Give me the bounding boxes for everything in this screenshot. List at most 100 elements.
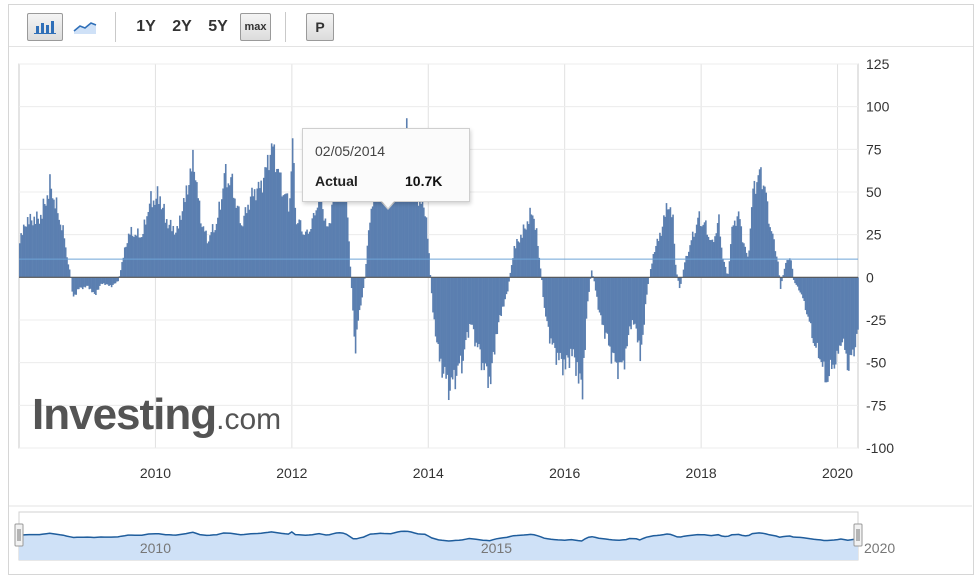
bar — [302, 234, 304, 278]
bar — [248, 209, 251, 278]
bar — [596, 277, 598, 297]
bar — [177, 228, 180, 278]
bar — [411, 163, 413, 278]
bar — [377, 197, 379, 278]
bar — [542, 277, 544, 298]
bar — [518, 242, 521, 278]
bar — [541, 277, 543, 281]
bar — [92, 277, 95, 292]
bar — [500, 277, 503, 317]
bar — [297, 223, 299, 278]
tooltip-value: 10.7K — [405, 173, 443, 189]
bar — [615, 277, 618, 363]
bar — [594, 277, 597, 291]
bar — [75, 277, 78, 295]
bar — [644, 277, 647, 305]
bar — [298, 219, 301, 278]
bar — [159, 196, 161, 278]
bar — [241, 226, 244, 278]
bar — [580, 277, 583, 380]
bar — [693, 236, 695, 278]
bar — [791, 268, 794, 278]
bar — [437, 277, 440, 345]
bar — [243, 215, 245, 278]
bar — [792, 277, 795, 280]
bar — [770, 231, 773, 278]
bar-chart-button[interactable] — [27, 13, 63, 41]
bar — [245, 213, 248, 278]
bar — [26, 217, 29, 278]
bar — [735, 225, 737, 278]
bar — [345, 196, 348, 278]
bar — [420, 203, 422, 278]
bar — [426, 238, 429, 278]
range-1y-button[interactable]: 1Y — [136, 18, 156, 35]
p-button[interactable]: P — [306, 13, 334, 41]
bar — [272, 146, 274, 278]
bar — [308, 231, 311, 278]
bar — [270, 143, 273, 278]
bar — [252, 196, 255, 278]
bar — [147, 211, 150, 278]
bar — [360, 277, 362, 306]
bar — [105, 277, 108, 285]
bar — [403, 137, 405, 278]
bar — [764, 186, 766, 278]
range-2y-button[interactable]: 2Y — [172, 18, 192, 35]
bar — [649, 269, 652, 278]
navigator-left-handle[interactable] — [14, 523, 24, 547]
bar — [621, 277, 623, 363]
bar — [830, 277, 833, 370]
bar — [198, 200, 201, 278]
bar — [249, 196, 252, 278]
range-max-button[interactable]: max — [240, 13, 271, 41]
bar — [269, 154, 272, 278]
bar — [438, 277, 441, 362]
bar — [554, 277, 556, 348]
bar — [472, 277, 475, 330]
bar — [702, 224, 705, 278]
bar — [398, 161, 400, 278]
bar — [639, 277, 642, 362]
bar — [294, 207, 297, 278]
bar — [718, 214, 720, 278]
range-5y-button[interactable]: 5Y — [208, 18, 228, 35]
bar — [459, 277, 462, 356]
bar — [768, 223, 770, 278]
y-tick-label: -75 — [866, 397, 886, 413]
bar — [155, 198, 158, 278]
line-chart-button[interactable] — [69, 13, 101, 41]
bar — [384, 196, 387, 278]
bar — [512, 258, 514, 278]
bar — [665, 203, 668, 278]
bar — [444, 277, 446, 367]
bar — [857, 277, 859, 330]
bar — [320, 201, 323, 278]
navigator-right-handle[interactable] — [853, 523, 863, 547]
bar — [602, 277, 605, 326]
bar — [834, 277, 837, 365]
bar — [463, 277, 466, 350]
bar — [253, 189, 256, 278]
bar — [593, 277, 596, 282]
bar — [775, 256, 778, 278]
bar — [264, 167, 266, 278]
data-tooltip: 02/05/2014 Actual 10.7K — [302, 128, 470, 202]
bar — [470, 277, 472, 325]
bar — [224, 164, 227, 278]
bar — [189, 168, 192, 278]
bar — [758, 169, 761, 278]
bar — [412, 149, 415, 278]
bar — [38, 223, 41, 278]
bar — [71, 277, 74, 292]
bar — [576, 277, 579, 363]
bar — [281, 196, 283, 278]
bar — [626, 277, 628, 347]
bar — [726, 273, 728, 278]
bar — [547, 277, 550, 327]
bar — [724, 266, 727, 278]
bar — [846, 277, 849, 371]
bar — [60, 230, 63, 278]
bar — [341, 170, 344, 278]
bar — [349, 266, 352, 278]
